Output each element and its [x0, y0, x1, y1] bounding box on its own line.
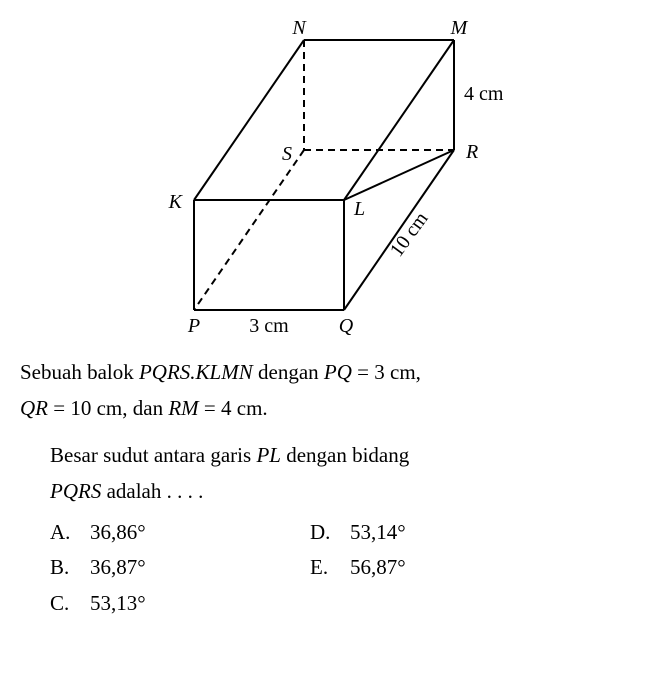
label-M: M — [450, 20, 469, 39]
dim-width: 3 cm — [249, 315, 289, 337]
option-C[interactable]: C. 53,13° — [50, 586, 310, 622]
question-statement: Besar sudut antara garis PL dengan bidan… — [50, 438, 628, 509]
edge-SP — [194, 150, 304, 310]
problem-var-3: QR — [20, 396, 48, 420]
label-L: L — [353, 198, 365, 220]
problem-statement: Sebuah balok PQRS.KLMN dengan PQ = 3 cm,… — [20, 355, 628, 426]
problem-text-4: = 10 cm, dan — [48, 396, 168, 420]
option-C-value: 53,13° — [90, 586, 146, 622]
dim-depth: 10 cm — [386, 208, 433, 261]
option-B-value: 36,87° — [90, 550, 146, 586]
question-var-2: PQRS — [50, 479, 101, 503]
option-D-letter: D. — [310, 515, 350, 551]
label-Q: Q — [339, 315, 354, 337]
option-B[interactable]: B. 36,87° — [50, 550, 310, 586]
label-S: S — [282, 143, 292, 165]
label-R: R — [465, 141, 478, 163]
option-E-letter: E. — [310, 550, 350, 586]
option-D[interactable]: D. 53,14° — [310, 515, 406, 551]
label-K: K — [168, 191, 184, 213]
question-var-1: PL — [256, 443, 281, 467]
question-text-2: dengan bidang — [281, 443, 409, 467]
option-C-letter: C. — [50, 586, 90, 622]
question-text-1: Besar sudut antara garis — [50, 443, 256, 467]
option-D-value: 53,14° — [350, 515, 406, 551]
option-E-value: 56,87° — [350, 550, 406, 586]
box-svg: N M S R K L P Q 4 cm 10 cm 3 cm — [114, 20, 534, 340]
answer-options: A. 36,86° B. 36,87° C. 53,13° D. 53,14° … — [50, 515, 628, 622]
option-E[interactable]: E. 56,87° — [310, 550, 406, 586]
label-P: P — [187, 315, 200, 337]
option-B-letter: B. — [50, 550, 90, 586]
problem-text-3: = 3 cm, — [352, 360, 421, 384]
options-col-right: D. 53,14° E. 56,87° — [310, 515, 406, 622]
edge-KN — [194, 40, 304, 200]
problem-var-2: PQ — [324, 360, 352, 384]
box-diagram: N M S R K L P Q 4 cm 10 cm 3 cm — [20, 20, 628, 340]
problem-text-2: dengan — [253, 360, 324, 384]
problem-text-5: = 4 cm. — [199, 396, 268, 420]
option-A-value: 36,86° — [90, 515, 146, 551]
label-N: N — [291, 20, 307, 39]
option-A-letter: A. — [50, 515, 90, 551]
problem-var-1: PQRS.KLMN — [139, 360, 253, 384]
problem-var-4: RM — [168, 396, 198, 420]
options-col-left: A. 36,86° B. 36,87° C. 53,13° — [50, 515, 310, 622]
problem-text-1: Sebuah balok — [20, 360, 139, 384]
dim-height: 4 cm — [464, 83, 504, 105]
question-text-3: adalah . . . . — [101, 479, 203, 503]
option-A[interactable]: A. 36,86° — [50, 515, 310, 551]
